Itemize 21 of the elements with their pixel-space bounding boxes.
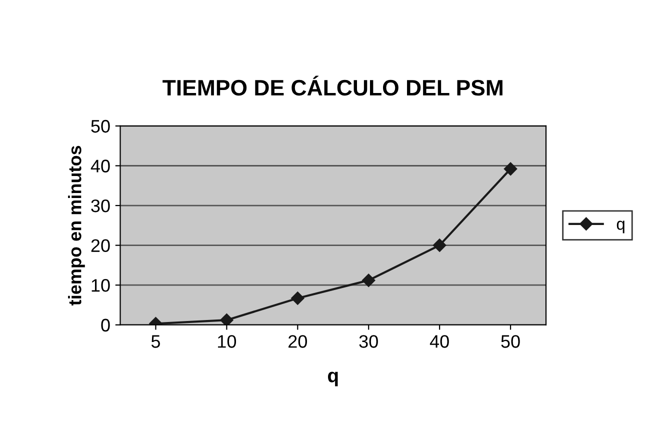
legend-label: q	[616, 220, 624, 234]
point	[504, 162, 518, 176]
chart-title: TIEMPO DE CÁLCULO DEL PSM	[162, 76, 502, 96]
y-tick-label: 0	[101, 318, 110, 332]
y-axis-title: tiempo en minutos	[68, 146, 85, 306]
x-tick-label: 40	[430, 335, 449, 348]
y-tick-label: 20	[91, 239, 110, 252]
x-tick-label: 50	[501, 335, 520, 348]
point	[362, 274, 376, 287]
y-tick-label: 10	[92, 279, 110, 292]
point	[220, 314, 234, 325]
x-tick-label: 10	[218, 335, 236, 348]
x-axis-title: q	[328, 372, 338, 386]
y-tick-label: 30	[91, 199, 110, 212]
x-tick-label: 5	[151, 335, 160, 348]
point	[291, 292, 304, 305]
point	[432, 238, 446, 252]
x-tick-label: 30	[359, 335, 378, 348]
y-tick-label: 50	[91, 120, 110, 133]
x-tick-label: 20	[288, 335, 307, 348]
y-tick-label: 40	[90, 160, 110, 172]
